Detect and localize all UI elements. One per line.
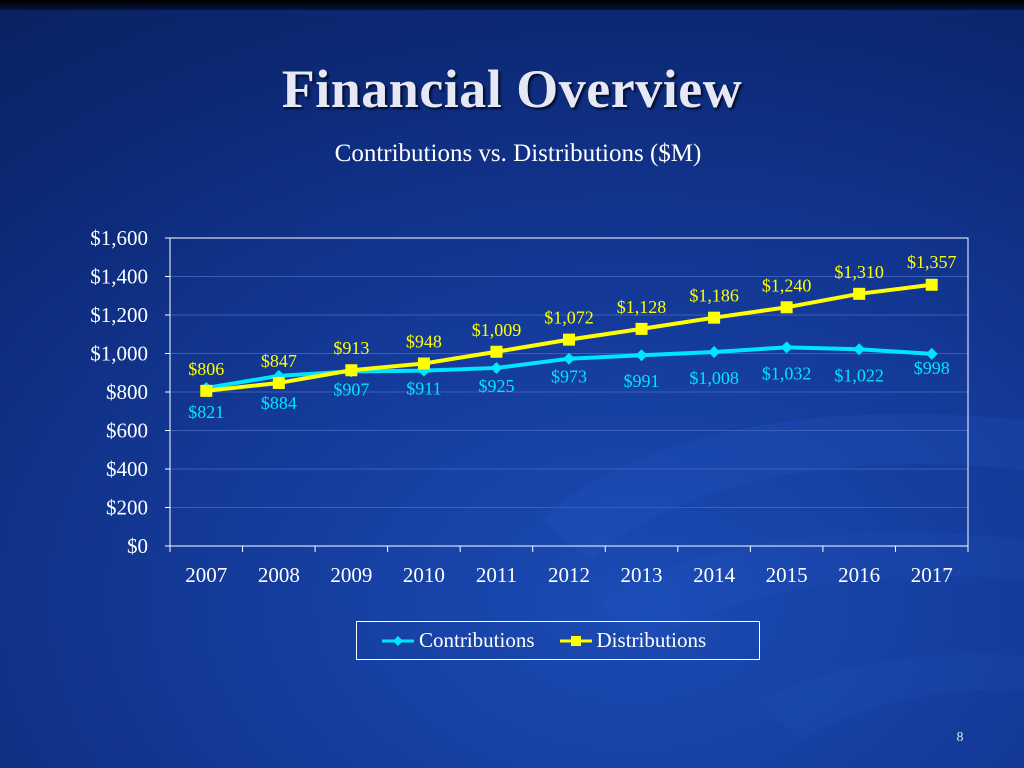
contributions-point: [490, 361, 503, 374]
y-tick-label: $1,200: [90, 303, 148, 327]
legend-item-distributions: Distributions: [559, 628, 707, 653]
contributions-point: [635, 349, 648, 362]
contributions-point: [780, 341, 793, 354]
distributions-data-label: $913: [333, 338, 369, 358]
distributions-data-label: $1,009: [472, 320, 522, 340]
contributions-data-label: $973: [551, 367, 587, 387]
slide-title: Financial Overview: [281, 59, 743, 119]
contributions-data-label: $1,008: [689, 368, 739, 388]
distributions-point: [853, 287, 866, 300]
distributions-data-label: $1,186: [689, 286, 739, 306]
series: [200, 278, 938, 397]
contributions-data-label: $884: [261, 393, 297, 413]
distributions-data-label: $806: [188, 359, 224, 379]
distributions-data-label: $1,310: [834, 262, 884, 282]
data-labels: $821 $884 $907 $911 $925 $973 $991 $1,008 $1,032…: [188, 252, 956, 422]
distributions-point: [708, 311, 721, 324]
contributions-legend-marker-icon: [382, 635, 414, 646]
x-tick-label: 2017: [911, 563, 953, 587]
distributions-legend-marker-icon: [559, 635, 592, 646]
distributions-data-label: $1,357: [907, 252, 957, 272]
x-tick-label: 2008: [258, 563, 300, 587]
distributions-point: [635, 322, 648, 335]
x-tick-label: 2013: [621, 563, 663, 587]
distributions-point: [200, 384, 213, 397]
distributions-point: [563, 333, 575, 346]
contributions-data-label: $1,022: [834, 365, 884, 385]
contributions-point: [563, 352, 575, 365]
contributions-point: [925, 347, 938, 360]
contributions-data-label: $998: [914, 358, 950, 378]
legend-label-distributions: Distributions: [596, 628, 707, 652]
x-tick-label: 2014: [693, 563, 736, 587]
y-tick-label: $400: [106, 457, 148, 481]
legend-label-contributions: Contributions: [419, 628, 535, 652]
x-tick-label: 2010: [403, 563, 445, 587]
distributions-data-label: $948: [406, 332, 442, 352]
y-tick-label: $1,600: [90, 226, 148, 250]
distributions-point: [417, 357, 430, 370]
x-tick-label: 2016: [838, 563, 880, 587]
y-tick-label: $1,000: [90, 342, 148, 366]
contributions-data-label: $911: [406, 379, 441, 399]
contributions-point: [708, 345, 721, 358]
x-tick-label: 2015: [766, 563, 808, 587]
contributions-data-label: $1,032: [762, 363, 812, 383]
distributions-point: [490, 345, 503, 358]
distributions-data-label: $1,240: [762, 275, 812, 295]
distributions-data-label: $847: [261, 351, 297, 371]
contributions-data-label: $821: [188, 402, 224, 422]
distributions-point: [272, 376, 285, 389]
x-tick-label: 2007: [185, 563, 227, 587]
x-tick-label: 2011: [476, 563, 517, 587]
contributions-data-label: $925: [478, 376, 514, 396]
y-tick-label: $200: [106, 496, 148, 520]
chart-subtitle: Contributions vs. Distributions ($M): [334, 140, 702, 167]
y-tick-label: $0: [127, 534, 148, 558]
contributions-point: [853, 343, 866, 356]
y-tick-label: $800: [106, 380, 148, 404]
contributions-data-label: $907: [333, 379, 369, 399]
top-bar: [0, 0, 1024, 10]
page-number: 8: [956, 730, 964, 745]
distributions-point: [345, 364, 358, 377]
y-tick-label: $600: [106, 419, 148, 443]
distributions-point: [925, 278, 938, 291]
y-tick-label: $1,400: [90, 265, 148, 289]
chart-legend: Contributions Distributions: [356, 621, 760, 660]
distributions-data-label: $1,128: [617, 297, 667, 317]
distributions-data-label: $1,072: [544, 308, 594, 328]
axes: $0 $200 $400 $600 $800 $1,000 $1,200 $1,400 $1,6…: [90, 226, 969, 587]
x-tick-label: 2009: [330, 563, 372, 587]
distributions-point: [780, 301, 793, 314]
x-tick-label: 2012: [548, 563, 590, 587]
legend-item-contributions: Contributions: [381, 628, 535, 653]
contributions-data-label: $991: [624, 371, 660, 391]
